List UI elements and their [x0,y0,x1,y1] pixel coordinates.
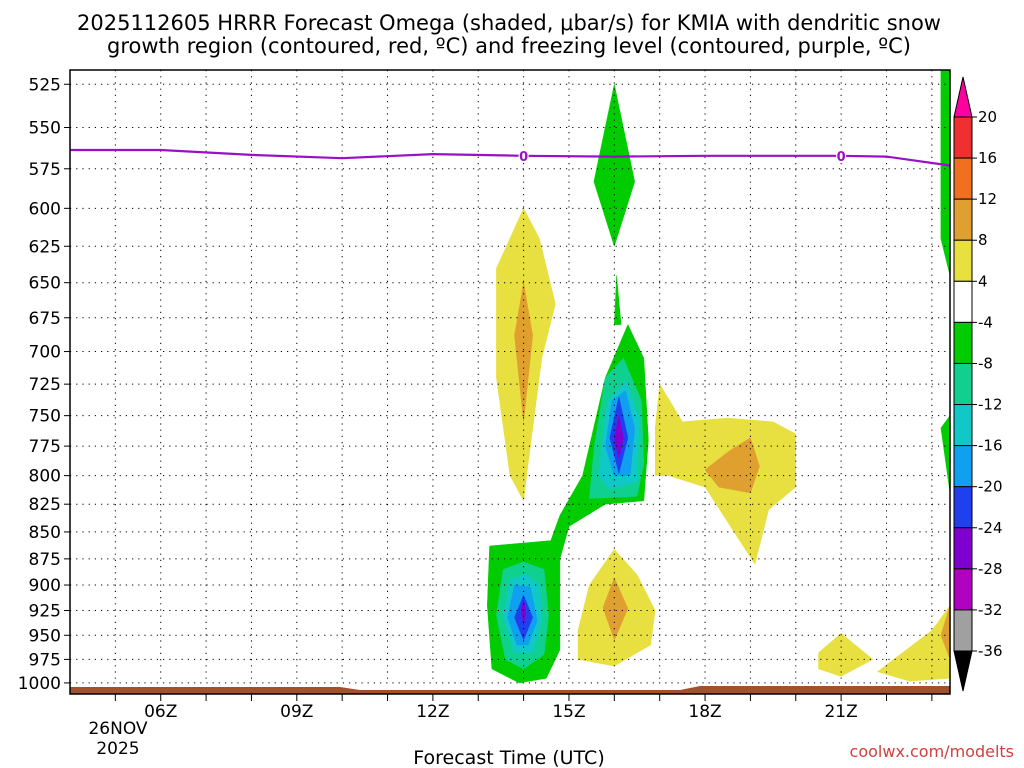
colorbar-label-8: -16 [978,437,1003,455]
y-axis-pressure: 525 550 575 600 625 650 675 700 725 750 775 800 825 8… [18,75,70,694]
colorbar: 20 16 12 8 4 -4 -8 -12 -16 -20 -24 -28 -32 -36 [953,76,1003,692]
colorbar-label-3: 8 [978,231,988,249]
omega-region-neg8-3 [940,70,950,276]
x-tick-label-09Z: 09Z [280,702,313,722]
colorbar-label-12: -32 [978,601,1003,619]
y-tick-label-900: 900 [29,576,61,596]
date-label-day: 26NOV [88,719,147,739]
y-tick-label-1000: 1000 [18,674,61,694]
colorbar-label-1: 16 [978,149,997,167]
y-tick-label-725: 725 [29,375,61,395]
omega-region-neg28-0 [614,415,624,459]
colorbar-bin-3 [953,198,973,241]
colorbar-label-7: -12 [978,396,1003,414]
colorbar-bin-11 [953,527,973,570]
freezing-label-bg-0 [518,147,529,163]
y-tick-label-825: 825 [29,495,61,515]
credit-text: coolwx.com/modelts [850,742,1014,761]
colorbar-label-11: -28 [978,560,1003,578]
omega-region-pos8-2 [602,577,629,641]
colorbar-bin-9 [953,445,973,488]
y-tick-label-925: 925 [29,601,61,621]
colorbar-label-2: 12 [978,190,997,208]
omega-region-pos8-0 [514,282,533,423]
y-tick-label-875: 875 [29,550,61,570]
colorbar-label-4: 4 [978,272,988,290]
y-tick-label-750: 750 [29,407,61,427]
y-tick-label-625: 625 [29,237,61,257]
x-tick-label-06Z: 06Z [144,702,177,722]
y-tick-label-975: 975 [29,650,61,670]
omega-region-neg8-4 [940,415,950,494]
y-tick-label-575: 575 [29,160,61,180]
ground-surface [70,686,950,694]
colorbar-bin-13 [953,609,973,652]
colorbar-bin-7 [953,362,973,406]
colorbar-bin-1 [953,116,973,159]
y-tick-label-525: 525 [29,75,61,95]
colorbar-label-6: -8 [978,354,993,372]
x-tick-label-15Z: 15Z [552,702,585,722]
colorbar-label-13: -36 [978,642,1003,660]
freezing-label-bg-1 [836,147,847,163]
chart-title-line-1: 2025112605 HRRR Forecast Omega (shaded, … [77,11,941,35]
ground-layer [70,686,950,694]
omega-region-pos8-3 [940,605,950,660]
colorbar-bin-14 [953,650,973,692]
omega-region-neg8-2 [593,84,635,247]
y-tick-label-800: 800 [29,467,61,487]
y-tick-label-675: 675 [29,309,61,329]
x-tick-label-12Z: 12Z [416,702,449,722]
colorbar-bin-6 [953,321,973,364]
y-tick-label-700: 700 [29,343,61,363]
colorbar-bin-0 [953,76,973,118]
colorbar-bin-2 [953,157,973,200]
y-tick-label-775: 775 [29,437,61,457]
omega-region-pos4-4 [877,605,950,682]
x-axis-time: 06Z 09Z 12Z 15Z 18Z 21Z [114,694,933,722]
y-tick-label-950: 950 [29,626,61,646]
omega-region-pos4-3 [818,633,874,677]
x-axis-label: Forecast Time (UTC) [413,747,604,768]
colorbar-bin-12 [953,568,973,611]
plot-frame [69,69,951,695]
freezing-contour-label-1: 0 [837,150,846,165]
chart-title-line-2: growth region (contoured, red, ºC) and f… [107,34,911,58]
colorbar-bin-10 [953,486,973,529]
colorbar-bin-8 [953,404,973,447]
y-tick-label-850: 850 [29,523,61,543]
x-tick-label-21Z: 21Z [824,702,857,722]
x-tick-label-18Z: 18Z [688,702,721,722]
date-label-year: 2025 [96,739,139,759]
colorbar-label-5: -4 [978,313,993,331]
freezing-contour-label-0: 0 [519,150,528,165]
freezing-level-line [70,148,951,167]
colorbar-label-9: -20 [978,478,1003,496]
y-tick-label-550: 550 [29,118,61,138]
y-tick-label-600: 600 [29,199,61,219]
y-tick-label-650: 650 [29,274,61,294]
colorbar-label-0: 20 [978,108,997,126]
colorbar-label-10: -24 [978,519,1003,537]
colorbar-bin-4 [953,239,973,282]
omega-region-pos8-1 [704,437,760,494]
omega-shading [487,70,950,684]
colorbar-bin-5 [953,280,973,323]
omega-region-neg28-1 [521,600,527,626]
omega-region-neg8-1 [614,275,622,325]
